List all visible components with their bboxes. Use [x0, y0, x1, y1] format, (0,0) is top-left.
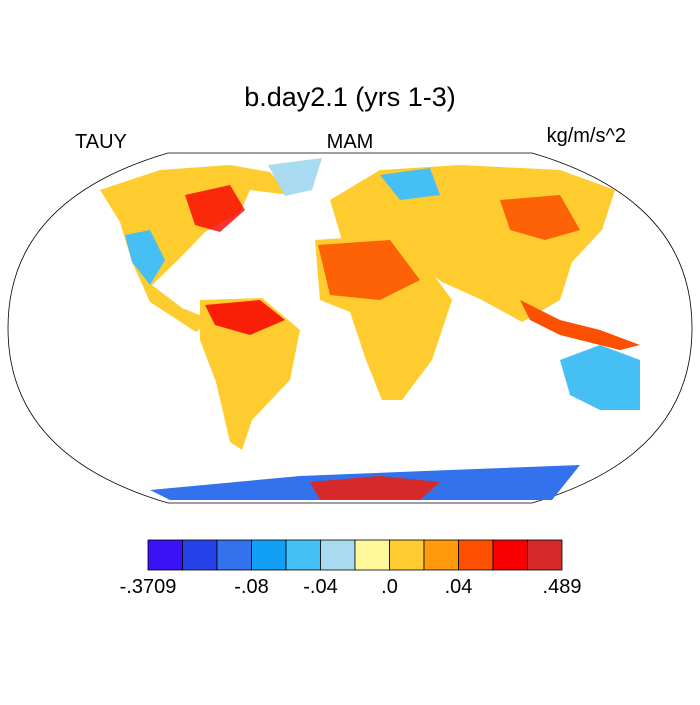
colorbar: -.3709 -.08 -.04 .0 .04 .489 — [120, 539, 582, 598]
colorbar-box — [216, 539, 252, 571]
colorbar-label: -.08 — [234, 576, 268, 598]
center-string: MAM — [327, 131, 374, 153]
region — [310, 476, 440, 500]
region — [318, 240, 420, 300]
north-america — [100, 165, 290, 332]
right-string: kg/m/s^2 — [547, 125, 626, 147]
colorbar-box — [182, 539, 218, 571]
region — [205, 300, 285, 335]
colorbar-label: -.3709 — [120, 576, 177, 598]
left-string: TAUY — [75, 131, 127, 153]
region — [185, 185, 245, 232]
colorbar-box — [492, 539, 528, 571]
region — [125, 230, 165, 285]
colorbar-box — [251, 539, 287, 571]
title: b.day2.1 (yrs 1-3) — [244, 82, 456, 112]
south-america — [200, 298, 300, 450]
colorbar-box — [354, 539, 390, 571]
maritime-continent — [520, 300, 640, 350]
region — [380, 168, 440, 200]
colorbar-box — [423, 539, 459, 571]
region — [500, 195, 580, 240]
colorbar-box — [527, 539, 563, 571]
colorbar-label: .04 — [445, 576, 473, 598]
australia — [560, 345, 640, 410]
colorbar-box — [389, 539, 425, 571]
colorbar-label: -.04 — [303, 576, 337, 598]
colorbar-box — [458, 539, 494, 571]
colorbar-box — [285, 539, 321, 571]
colorbar-label: .0 — [381, 576, 398, 598]
colorbar-label: .489 — [543, 576, 582, 598]
colorbar-box — [147, 539, 183, 571]
map — [7, 152, 693, 504]
colorbar-box — [320, 539, 356, 571]
greenland — [268, 158, 322, 196]
